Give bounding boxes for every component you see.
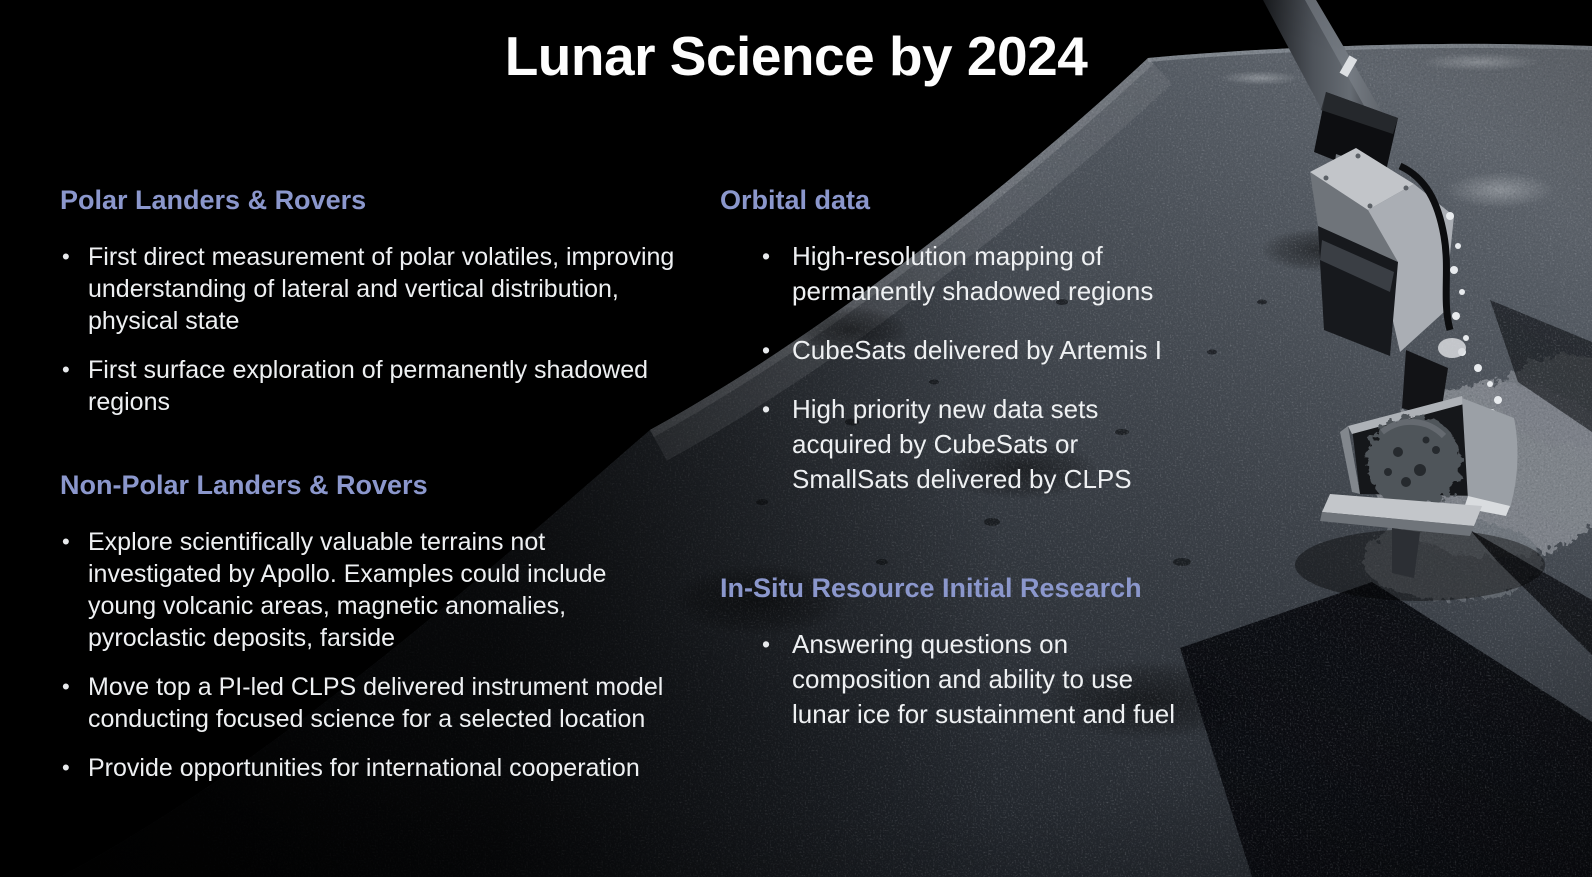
list-item: • Provide opportunities for internationa… <box>60 752 678 784</box>
list-item: • Explore scientifically valuable terrai… <box>60 526 678 654</box>
bullet-icon: • <box>762 631 771 657</box>
section-insitu-research: In-Situ Resource Initial Research • Answ… <box>720 571 1192 732</box>
list-item: • Answering questions on composition and… <box>720 627 1192 732</box>
bullet-text: High-resolution mapping of permanently s… <box>792 241 1154 306</box>
list-item: • Move top a PI-led CLPS delivered instr… <box>60 671 678 735</box>
section-nonpolar-landers: Non-Polar Landers & Rovers • Explore sci… <box>60 468 678 784</box>
bullet-list: • First direct measurement of polar vola… <box>60 241 678 418</box>
section-heading: In-Situ Resource Initial Research <box>720 573 1142 603</box>
section-heading: Polar Landers & Rovers <box>60 185 367 215</box>
bullet-text: Explore scientifically valuable terrains… <box>88 528 607 652</box>
bullet-icon: • <box>62 357 70 382</box>
bullet-list: • High-resolution mapping of permanently… <box>720 239 1192 497</box>
bullet-text: High priority new data sets acquired by … <box>792 394 1132 494</box>
bullet-icon: • <box>62 674 70 699</box>
bullet-text: Provide opportunities for international … <box>88 754 640 782</box>
bullet-text: Move top a PI-led CLPS delivered instrum… <box>88 673 664 733</box>
section-orbital-data: Orbital data • High-resolution mapping o… <box>720 183 1192 497</box>
bullet-icon: • <box>762 337 771 363</box>
left-column: Polar Landers & Rovers • First direct me… <box>60 183 678 784</box>
section-heading: Orbital data <box>720 185 871 215</box>
bullet-icon: • <box>62 755 70 780</box>
list-item: • First surface exploration of permanent… <box>60 354 678 418</box>
bullet-icon: • <box>62 529 70 554</box>
section-heading: Non-Polar Landers & Rovers <box>60 470 428 500</box>
bullet-icon: • <box>62 244 70 269</box>
bullet-text: First surface exploration of permanently… <box>88 356 649 416</box>
bullet-icon: • <box>762 243 771 269</box>
slide-title: Lunar Science by 2024 <box>504 25 1088 87</box>
list-item: • CubeSats delivered by Artemis I <box>720 333 1192 368</box>
list-item: • High-resolution mapping of permanently… <box>720 239 1192 309</box>
bullet-text: CubeSats delivered by Artemis I <box>792 335 1162 365</box>
bullet-text: First direct measurement of polar volati… <box>88 243 675 335</box>
list-item: • First direct measurement of polar vola… <box>60 241 678 337</box>
bullet-text: Answering questions on composition and a… <box>792 629 1175 729</box>
right-column: Orbital data • High-resolution mapping o… <box>720 183 1192 732</box>
list-item: • High priority new data sets acquired b… <box>720 392 1192 497</box>
bullet-list: • Answering questions on composition and… <box>720 627 1192 732</box>
bullet-icon: • <box>762 396 771 422</box>
section-polar-landers: Polar Landers & Rovers • First direct me… <box>60 183 678 418</box>
bullet-list: • Explore scientifically valuable terrai… <box>60 526 678 784</box>
